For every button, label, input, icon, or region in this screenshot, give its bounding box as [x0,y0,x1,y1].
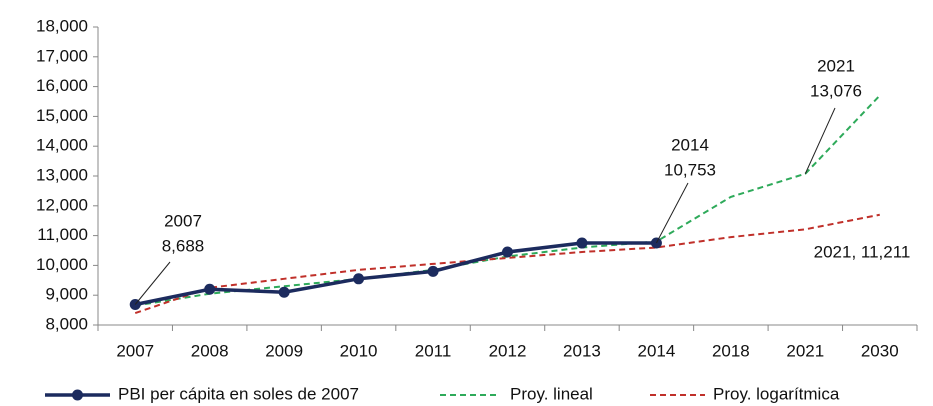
annotation: 8,688 [162,236,205,255]
series-line [134,213,880,315]
y-tick-label: 17,000 [36,46,88,65]
data-point [427,265,439,277]
x-tick-label: 2010 [340,341,378,360]
legend-label: Proy. logarítmica [713,384,840,403]
annotation-leader [134,261,171,305]
x-tick-label: 2012 [489,341,527,360]
series-line [134,241,657,307]
x-tick-label: 2007 [116,341,154,360]
x-tick-label: 2013 [563,341,601,360]
x-tick-label: 2030 [861,341,899,360]
y-tick-label: 8,000 [45,314,88,333]
y-tick-label: 12,000 [36,195,88,214]
annotation: 10,753 [664,160,716,179]
x-tick-label: 2021 [786,341,824,360]
y-tick-label: 18,000 [36,16,88,35]
x-tick-label: 2008 [191,341,229,360]
x-tick-label: 2018 [712,341,750,360]
annotation-leader [655,182,689,244]
legend-marker [72,389,83,401]
y-tick-label: 15,000 [36,106,88,125]
x-tick-label: 2011 [415,341,452,360]
y-tick-label: 9,000 [45,285,88,304]
annotation: 2021 [817,56,855,75]
annotation: 2014 [671,135,709,154]
data-point [576,237,588,249]
annotation-leader [804,107,836,174]
legend-label: Proy. lineal [510,384,593,403]
data-point [353,273,365,285]
legend-label: PBI per cápita en soles de 2007 [118,384,359,403]
series-line [135,94,881,307]
x-tick-label: 2009 [265,341,303,360]
data-point [278,286,290,298]
y-tick-label: 11,000 [37,225,88,244]
annotation: 2021, 11,211 [814,242,911,261]
y-tick-label: 10,000 [36,255,88,274]
y-tick-label: 14,000 [36,136,88,155]
x-tick-label: 2014 [637,341,675,360]
annotation: 2007 [164,211,202,230]
y-tick-label: 16,000 [36,76,88,95]
data-point [502,246,513,258]
y-tick-label: 13,000 [36,165,88,184]
data-point [204,283,216,295]
annotation: 13,076 [810,81,862,100]
